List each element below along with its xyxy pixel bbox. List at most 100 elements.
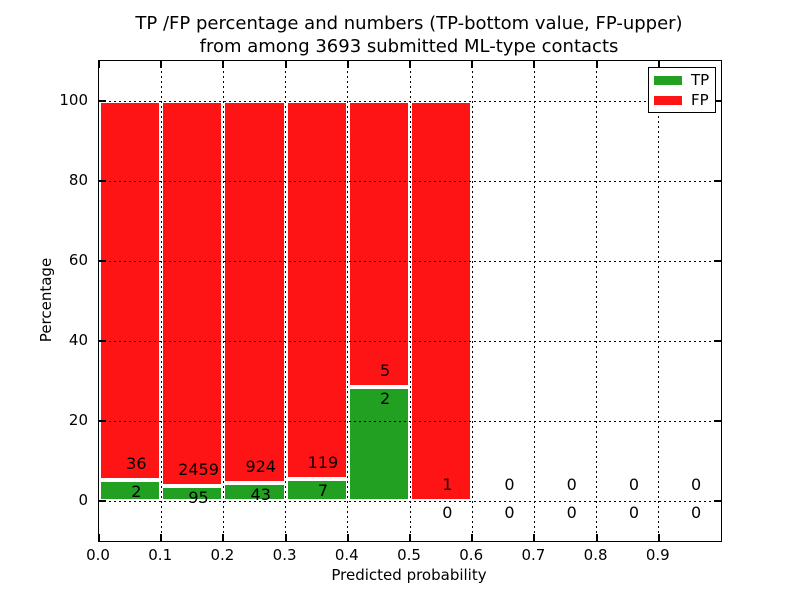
x-tick-label: 0.7	[521, 546, 546, 564]
x-tick-label: 0.9	[645, 546, 670, 564]
vertical-gridline	[285, 61, 287, 541]
horizontal-gridline	[99, 340, 721, 342]
x-tick-mark	[409, 534, 411, 541]
chart-title-line1: TP /FP percentage and numbers (TP-bottom…	[135, 13, 683, 34]
chart-title-line2: from among 3693 submitted ML-type contac…	[199, 36, 619, 57]
tp-color-swatch	[654, 75, 682, 85]
x-tick-mark	[595, 61, 598, 68]
vertical-gridline	[347, 61, 349, 541]
legend-label-fp: FP	[691, 90, 709, 109]
y-tick-label: 60	[68, 251, 88, 269]
tp-count-label: 95	[188, 488, 209, 508]
x-tick-mark	[160, 61, 163, 68]
legend-label-tp: TP	[691, 70, 710, 89]
tp-count-label: 0	[628, 503, 639, 522]
bar-tp-segment	[347, 386, 410, 501]
vertical-gridline	[596, 61, 598, 541]
x-tick-label: 0.1	[148, 546, 173, 564]
bar-fp-segment	[99, 101, 162, 480]
fp-count-label: 5	[380, 360, 391, 380]
fp-count-label: 2459	[178, 460, 219, 480]
bar-tp-segment	[99, 479, 162, 501]
y-tick-label: 40	[68, 331, 88, 349]
x-tick-mark	[98, 534, 100, 541]
tp-count-label: 0	[504, 503, 515, 522]
bar-tp-segment	[223, 483, 286, 501]
horizontal-gridline	[99, 500, 721, 502]
x-tick-label: 0.2	[210, 546, 235, 564]
fp-color-swatch	[654, 95, 682, 105]
legend-item-tp: TP	[654, 70, 715, 89]
x-tick-label: 0.6	[459, 546, 484, 564]
y-tick-mark	[714, 260, 721, 262]
bar-fp-segment	[285, 101, 348, 479]
tp-count-label: 2	[380, 388, 391, 408]
x-tick-mark	[657, 61, 660, 68]
plot-area: TP FP 36 2 2459 95 924 43 119 7 5 2 1 0 0 0 0 0 0 0 0 0	[98, 60, 722, 542]
x-tick-mark	[657, 534, 660, 541]
x-tick-label: 0.0	[86, 546, 110, 564]
vertical-gridline	[160, 61, 162, 541]
fp-count-label: 924	[245, 457, 276, 477]
fp-count-label: 1	[442, 475, 453, 494]
tp-count-label: 43	[250, 485, 271, 505]
x-tick-mark	[409, 61, 411, 68]
fp-count-label: 0	[628, 475, 639, 494]
vertical-gridline	[471, 61, 473, 541]
x-tick-label: 0.4	[334, 546, 359, 564]
x-tick-mark	[595, 534, 598, 541]
x-tick-mark	[98, 61, 100, 68]
y-tick-mark	[714, 180, 721, 182]
bar-tp-segment	[161, 486, 224, 501]
x-tick-mark	[160, 534, 163, 541]
tp-count-label: 0	[442, 503, 453, 522]
x-tick-mark	[284, 61, 287, 68]
x-axis-label: Predicted probability	[331, 566, 487, 584]
horizontal-gridline	[99, 100, 721, 102]
tp-count-label: 2	[131, 481, 142, 501]
y-tick-label: 20	[68, 411, 88, 429]
tp-count-label: 0	[691, 503, 702, 522]
legend: TP FP	[648, 67, 716, 113]
y-tick-label: 0	[78, 491, 88, 509]
y-tick-mark	[99, 260, 106, 262]
legend-item-fp: FP	[654, 90, 715, 109]
y-tick-mark	[714, 100, 721, 102]
x-tick-label: 0.5	[397, 546, 421, 564]
fp-count-label: 119	[307, 452, 339, 472]
x-tick-mark	[533, 61, 536, 68]
fp-count-label: 0	[504, 475, 515, 494]
y-tick-mark	[99, 500, 106, 502]
x-tick-label: 0.3	[272, 546, 297, 564]
y-tick-mark	[714, 500, 721, 502]
x-tick-mark	[284, 534, 287, 541]
horizontal-gridline	[99, 180, 721, 182]
y-tick-label: 100	[59, 91, 88, 109]
x-tick-mark	[471, 534, 474, 541]
bar-tp-segment	[285, 478, 348, 501]
y-axis-label: Percentage	[37, 257, 55, 343]
y-tick-mark	[99, 180, 106, 182]
x-tick-label: 0.8	[583, 546, 608, 564]
bar-fp-segment	[223, 101, 286, 484]
x-tick-mark	[346, 534, 349, 541]
vertical-gridline	[658, 61, 660, 541]
fp-count-label: 0	[566, 475, 577, 494]
y-tick-mark	[99, 100, 106, 102]
tp-count-label: 0	[566, 503, 577, 522]
x-tick-mark	[471, 61, 474, 68]
x-tick-mark	[346, 61, 349, 68]
y-tick-mark	[714, 340, 721, 342]
vertical-gridline	[409, 61, 411, 541]
horizontal-gridline	[99, 260, 721, 262]
x-tick-mark	[533, 534, 536, 541]
y-tick-mark	[714, 420, 721, 422]
chart-title: TP /FP percentage and numbers (TP-bottom…	[98, 12, 720, 58]
x-tick-mark	[222, 61, 225, 68]
x-tick-mark	[222, 534, 225, 541]
y-tick-mark	[99, 420, 106, 422]
bar-fp-segment	[410, 101, 473, 501]
fp-count-label: 36	[126, 453, 147, 473]
bar-fp-segment	[347, 101, 410, 387]
